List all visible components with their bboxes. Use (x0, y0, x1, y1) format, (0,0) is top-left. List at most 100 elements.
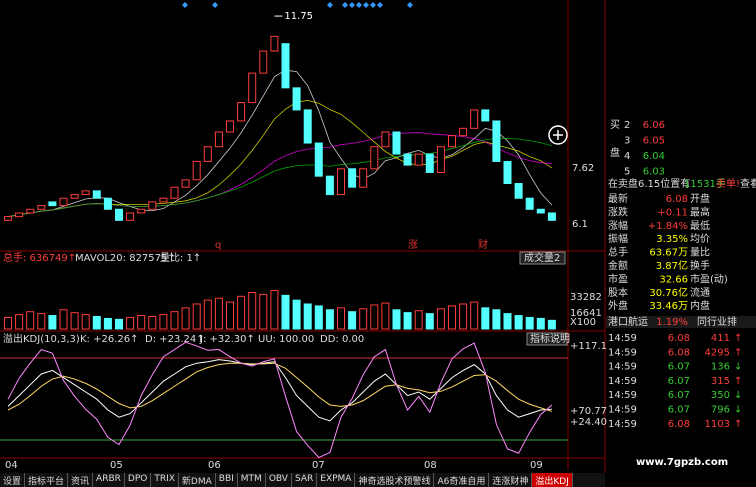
candle (70, 194, 79, 199)
tab[interactable]: 新DMA (179, 473, 216, 487)
candle (325, 175, 334, 196)
volume-bar (192, 303, 201, 330)
tab[interactable]: 神奇选股术预警线 (355, 473, 435, 487)
volume-bar (403, 312, 412, 330)
candle (137, 208, 146, 214)
candle (359, 168, 368, 188)
volume-bar (436, 308, 445, 330)
tab[interactable]: 设置 (0, 473, 26, 487)
quote-label: 市盈(动) (690, 272, 728, 285)
candle (337, 168, 345, 196)
volume-bar (248, 291, 257, 330)
tab[interactable]: A6奇准自用 (434, 473, 490, 487)
candle (37, 205, 46, 210)
candle (15, 212, 24, 218)
tab[interactable]: 指标平台 (25, 473, 69, 487)
volume-bar (314, 305, 323, 330)
candle (259, 50, 268, 74)
kdj-axis-label: +117.1 (570, 341, 607, 352)
candle (514, 183, 523, 199)
volume-bar (103, 317, 112, 330)
selector-box[interactable] (519, 251, 566, 265)
volume-bar (159, 314, 168, 330)
candle (381, 131, 390, 148)
volume-bar (148, 316, 157, 330)
x-axis-label: 07 (312, 460, 325, 471)
sector-bar (606, 316, 756, 328)
volume-header: 总手: 636749↑ (3, 251, 76, 264)
trade-volume: 796 (711, 405, 730, 416)
event-marker: q (215, 240, 221, 251)
tab[interactable]: SAR (292, 473, 318, 487)
volume-bar (381, 302, 390, 330)
candle (281, 43, 290, 89)
quote-label: 流通 (690, 286, 710, 299)
event-markers (182, 2, 413, 8)
kdj-axis-label: +70.77 (570, 406, 607, 417)
quote-value: 30.76亿 (649, 286, 688, 299)
volume-bar (292, 299, 301, 330)
candle (126, 212, 135, 221)
tab[interactable]: MTM (238, 473, 266, 487)
quote-label: 最新 (608, 192, 628, 205)
x-axis-label: 06 (208, 460, 221, 471)
trade-price: 6.08 (668, 333, 690, 344)
book-side: 买 (610, 119, 620, 131)
volume-axis-label: 33282 (570, 292, 602, 303)
volume-bar (348, 311, 357, 330)
kdj-header: DD: 0.00 (320, 334, 364, 345)
candle (370, 146, 379, 170)
tab[interactable]: TRIX (151, 473, 179, 487)
volume-bar (48, 315, 57, 330)
trade-time: 14:59 (608, 390, 637, 401)
candle (503, 160, 512, 185)
x-axis-label: 04 (5, 460, 18, 471)
candle (92, 190, 101, 199)
crosshair-icon[interactable] (548, 125, 568, 145)
kdj-header: 溢出KDJ(10,3,3) (3, 332, 80, 345)
candle (148, 201, 157, 210)
candle (181, 179, 190, 188)
candle (159, 197, 168, 203)
price-axis-label: 6.1 (572, 219, 588, 230)
order-alert: 11531手 (684, 177, 726, 190)
help-box[interactable] (526, 332, 568, 346)
kdj-axis-label: +24.40 (570, 417, 607, 428)
event-marker: 涨 (408, 239, 418, 251)
volume-bar (237, 295, 246, 330)
volume-bar (536, 317, 545, 330)
tab[interactable]: 溢出KDJ (532, 473, 573, 487)
candle (403, 153, 412, 166)
candle (192, 160, 201, 181)
tab[interactable]: 连涨财神 (489, 473, 533, 487)
x-axis-label: 05 (110, 460, 123, 471)
quote-value: +1.84% (648, 221, 688, 232)
volume-bar (181, 307, 190, 330)
volume-bar (337, 307, 345, 330)
volume-header: 量比: 1↑ (160, 252, 201, 264)
tab[interactable]: BBI (216, 473, 238, 487)
tab[interactable]: 资讯 (68, 473, 94, 487)
candle (4, 216, 12, 221)
sector-name: 港口航运 (608, 315, 648, 328)
indicator-help[interactable]: 指标说明 (530, 332, 570, 345)
trade-direction: ↑ (734, 333, 742, 344)
candle (26, 208, 35, 214)
tab[interactable]: OBV (266, 473, 292, 487)
trade-price: 6.07 (668, 390, 690, 401)
tab[interactable]: EXPMA (317, 473, 356, 487)
x-axis-label: 09 (530, 460, 543, 471)
quote-label: 股本 (608, 286, 628, 299)
ma-line (7, 137, 553, 218)
volume-bar (481, 307, 490, 330)
book-price: 6.03 (643, 167, 665, 178)
trade-direction: ↓ (734, 405, 742, 416)
tab[interactable]: ARBR (93, 473, 125, 487)
volume-bar (226, 301, 234, 330)
candle (81, 190, 90, 196)
order-alert: 查看 (740, 177, 756, 190)
volume-bar (15, 314, 24, 330)
quote-label: 外盘 (608, 299, 628, 312)
volume-selector[interactable]: 成交量2 (524, 251, 560, 264)
tab[interactable]: DPO (125, 473, 152, 487)
